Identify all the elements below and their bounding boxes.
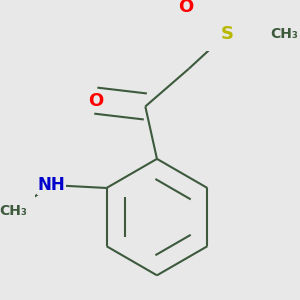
Text: NH: NH [37, 176, 65, 194]
Text: CH₃: CH₃ [0, 204, 27, 218]
Text: O: O [88, 92, 103, 110]
Text: CH₃: CH₃ [271, 27, 298, 41]
Text: O: O [178, 0, 194, 16]
Text: S: S [220, 25, 233, 43]
